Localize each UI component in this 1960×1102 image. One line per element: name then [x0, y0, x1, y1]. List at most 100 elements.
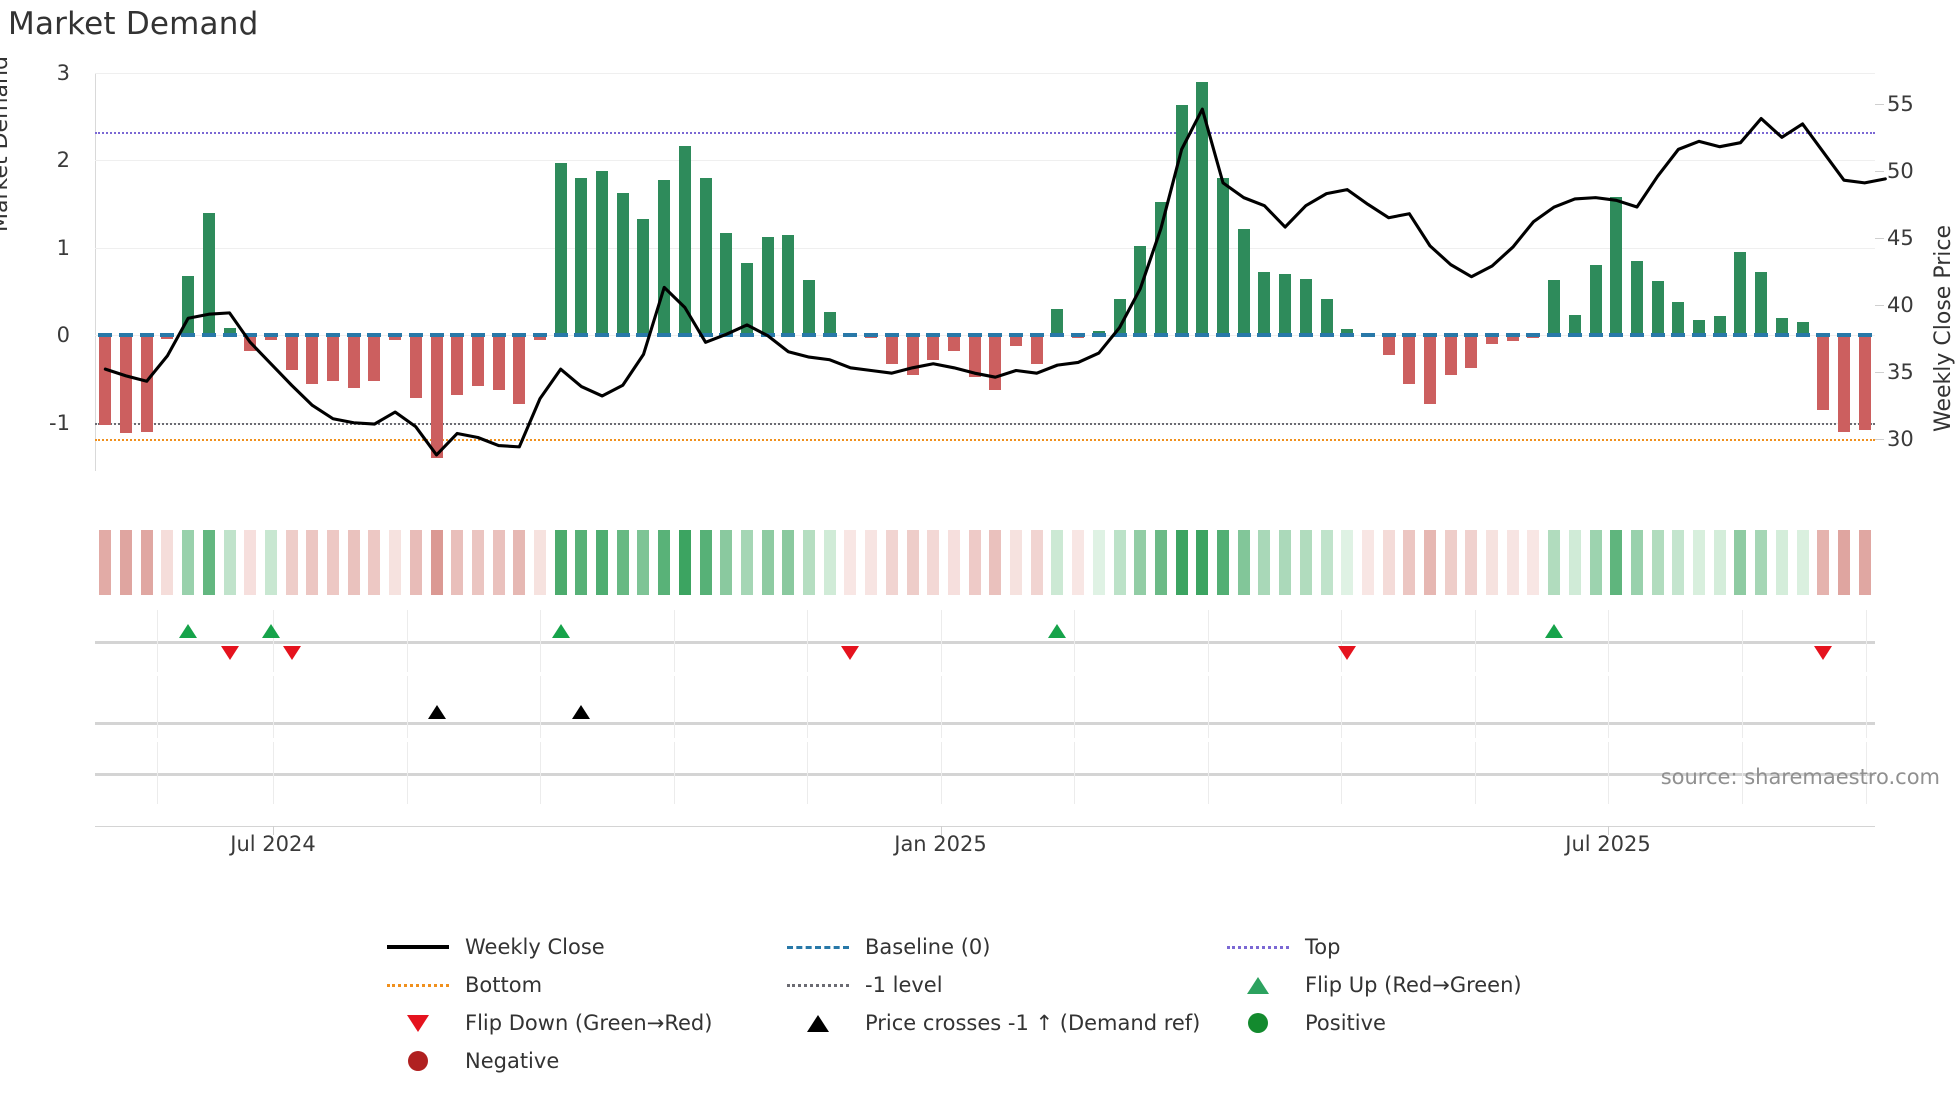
vertical-gridline — [1608, 610, 1610, 672]
baseline-segment — [305, 333, 320, 338]
demand-bar — [1299, 278, 1312, 336]
price-cross-marker-icon — [427, 705, 446, 719]
baseline-segment — [1298, 333, 1313, 338]
heatmap-cell — [803, 530, 816, 595]
baseline-segment — [450, 333, 465, 338]
heatmap-cell — [1796, 530, 1809, 595]
legend-item-flip-down[interactable]: Flip Down (Green→Red) — [385, 1011, 785, 1035]
reference-line-top — [95, 132, 1875, 135]
demand-bar — [575, 177, 588, 336]
flip-up-marker-icon — [261, 624, 280, 638]
demand-bar — [1651, 281, 1664, 336]
baseline-segment — [1547, 333, 1562, 338]
vertical-gridline — [1474, 742, 1476, 804]
demand-bar — [885, 335, 898, 365]
baseline-segment — [553, 333, 568, 338]
heatmap-cell — [1320, 530, 1333, 595]
heatmap-cell — [1279, 530, 1292, 595]
line-solid-black-icon — [385, 945, 451, 949]
reference-line-1-level — [95, 422, 1875, 425]
vertical-gridline — [540, 742, 542, 804]
demand-bar — [1817, 335, 1830, 410]
y-axis-left-tick: 0 — [56, 323, 70, 348]
legend-item-positive[interactable]: Positive — [1225, 1011, 1645, 1035]
legend-label: -1 level — [865, 973, 943, 997]
baseline-segment — [1112, 333, 1127, 338]
heatmap-cell — [1217, 530, 1230, 595]
demand-bar — [1506, 335, 1519, 341]
flip-axis — [95, 641, 1875, 644]
baseline-segment — [491, 333, 506, 338]
baseline-segment — [1216, 333, 1231, 338]
baseline-segment — [1836, 333, 1851, 338]
price-cross-marker-panel — [95, 676, 1875, 738]
demand-bar — [223, 328, 236, 336]
heatmap-cell — [264, 530, 277, 595]
heatmap-cell — [865, 530, 878, 595]
heatmap-cell — [285, 530, 298, 595]
heatmap-cell — [1713, 530, 1726, 595]
vertical-gridline — [406, 676, 408, 738]
heatmap-cell — [223, 530, 236, 595]
y-axis-right-tickmark — [1875, 237, 1884, 239]
demand-bar — [1217, 177, 1230, 336]
baseline-segment — [1133, 333, 1148, 338]
legend-item-bottom[interactable]: Bottom — [385, 973, 785, 997]
baseline-segment — [429, 333, 444, 338]
flip-down-marker-icon — [220, 646, 239, 660]
legend-item-top[interactable]: Top — [1225, 935, 1645, 959]
heatmap-cell — [740, 530, 753, 595]
vertical-gridline — [1608, 676, 1610, 738]
legend-item-weekly-close[interactable]: Weekly Close — [385, 935, 785, 959]
baseline-segment — [1278, 333, 1293, 338]
demand-bar — [1568, 315, 1581, 336]
vertical-gridline — [1341, 610, 1343, 672]
legend-label: Bottom — [465, 973, 543, 997]
baseline-segment — [139, 333, 154, 338]
heatmap-cell — [1154, 530, 1167, 595]
y-axis-right-tickmark — [1875, 438, 1884, 440]
heatmap-cell — [1444, 530, 1457, 595]
heatmap-cell — [409, 530, 422, 595]
legend-item-baseline[interactable]: Baseline (0) — [785, 935, 1225, 959]
baseline-segment — [615, 333, 630, 338]
heatmap-cell — [182, 530, 195, 595]
baseline-segment — [1795, 333, 1810, 338]
demand-bar — [1755, 272, 1768, 336]
baseline-segment — [1071, 333, 1086, 338]
baseline-segment — [967, 333, 982, 338]
vertical-gridline — [1341, 742, 1343, 804]
heatmap-cell — [1010, 530, 1023, 595]
legend-item-negative[interactable]: Negative — [385, 1049, 785, 1073]
demand-bar — [947, 335, 960, 352]
circle-green-icon — [1225, 1013, 1291, 1033]
heatmap-cell — [1527, 530, 1540, 595]
vertical-gridline — [1866, 742, 1868, 804]
heatmap-cell — [1113, 530, 1126, 595]
line-dashed-blue-icon — [785, 945, 851, 949]
baseline-segment — [1816, 333, 1831, 338]
vertical-gridline — [807, 676, 809, 738]
vertical-gridline — [540, 610, 542, 672]
heatmap-cell — [1734, 530, 1747, 595]
demand-bar — [1051, 309, 1064, 336]
baseline-segment — [1526, 333, 1541, 338]
vertical-gridline — [1866, 676, 1868, 738]
legend-item-flip-up[interactable]: Flip Up (Red→Green) — [1225, 973, 1645, 997]
legend-label: Negative — [465, 1049, 560, 1073]
baseline-segment — [1774, 333, 1789, 338]
y-axis-right-tick: 45 — [1887, 225, 1914, 250]
vertical-gridline — [1207, 676, 1209, 738]
legend-item-minus1-level[interactable]: -1 level — [785, 973, 1225, 997]
x-axis-tickmark — [1608, 826, 1609, 835]
y-axis-left-tick: 2 — [56, 148, 70, 173]
x-axis-tick: Jul 2024 — [230, 832, 316, 856]
demand-bar — [1775, 317, 1788, 336]
heatmap-cell — [1837, 530, 1850, 595]
demand-bar — [1548, 280, 1561, 336]
legend-item-price-cross[interactable]: Price crosses -1 ↑ (Demand ref) — [785, 1011, 1225, 1035]
x-axis-tickmark — [940, 826, 942, 835]
demand-bar — [430, 335, 443, 458]
baseline-segment — [595, 333, 610, 338]
baseline-segment — [326, 333, 341, 338]
